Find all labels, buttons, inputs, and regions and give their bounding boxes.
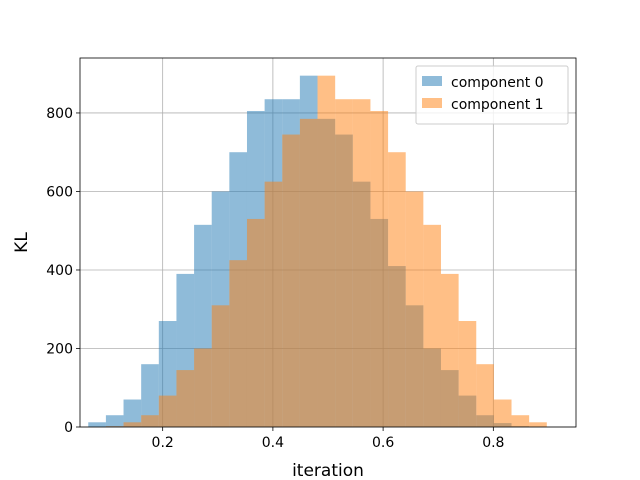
legend-swatch	[422, 76, 442, 86]
bar-series-1	[264, 181, 283, 427]
y-tick-label: 200	[46, 341, 73, 357]
bar-series-1	[229, 260, 247, 427]
histogram-bars	[88, 75, 547, 428]
legend-box	[415, 65, 569, 125]
bar-series-1	[123, 422, 142, 427]
bar-series-1	[176, 370, 195, 427]
bar-series-0	[141, 364, 159, 427]
x-axis-label: iteration	[292, 461, 364, 480]
y-tick-label: 800	[46, 106, 73, 122]
y-tick-label: 0	[64, 420, 73, 436]
legend-swatch	[422, 98, 442, 108]
x-axis-ticks: 0.2 0.4 0.6 0.8	[152, 427, 504, 451]
plot-frame	[79, 57, 577, 428]
legend: component 0 component 1	[415, 65, 569, 125]
bar-series-1	[299, 118, 318, 428]
bar-series-1	[141, 415, 159, 427]
bar-series-1	[194, 348, 212, 427]
x-tick-label: 0.4	[262, 435, 284, 451]
bar-series-1	[440, 273, 459, 427]
bar-series-1	[282, 134, 300, 428]
y-axis-ticks: 0 200 400 600 800	[46, 106, 80, 436]
bar-series-1	[458, 321, 477, 427]
y-tick-label: 600	[46, 184, 73, 200]
bar-series-1	[335, 99, 353, 428]
bar-series-1	[211, 305, 230, 427]
bar-series-1	[493, 399, 512, 427]
bar-series-1	[388, 152, 406, 427]
x-tick-label: 0.8	[482, 435, 504, 451]
x-tick-label: 0.6	[372, 435, 394, 451]
y-axis-label: KL	[12, 232, 32, 253]
bar-series-0	[123, 399, 142, 427]
x-tick-label: 0.2	[152, 435, 174, 451]
bar-series-1	[317, 75, 336, 428]
legend-label: component 0	[451, 75, 544, 91]
bar-series-1	[476, 364, 494, 427]
bar-series-1	[352, 99, 371, 428]
bar-series-1	[529, 422, 547, 427]
bar-series-1	[511, 415, 530, 427]
legend-label: component 1	[451, 97, 544, 113]
bar-series-1	[405, 191, 424, 427]
bar-series-1	[423, 224, 441, 427]
bar-series-0	[88, 422, 106, 427]
y-tick-label: 400	[46, 263, 73, 279]
bar-series-1	[246, 218, 265, 427]
bar-series-1	[158, 395, 177, 427]
bar-series-1	[370, 110, 389, 427]
bar-series-0	[105, 415, 124, 427]
